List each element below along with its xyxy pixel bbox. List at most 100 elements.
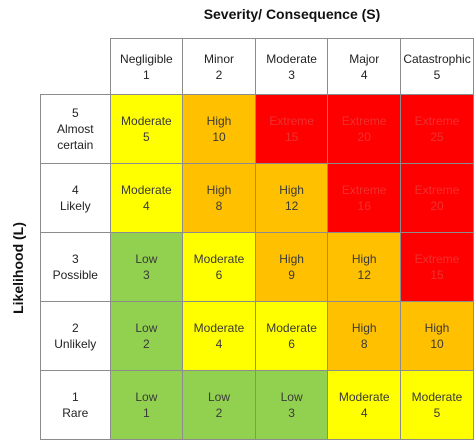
severity-header-3: Moderate 3 [254,38,329,95]
risk-score: 1 [143,406,150,420]
risk-score: 12 [284,199,299,213]
severity-number: 5 [433,67,441,82]
severity-header-1: Negligible 1 [109,38,184,95]
risk-level-label: High [206,183,232,197]
likelihood-name: Unlikely [54,337,97,351]
risk-cell-moderate: Moderate 4 [182,301,256,371]
severity-number: 1 [143,67,150,82]
severity-name: Moderate [266,51,317,66]
likelihood-header-4: 4 Likely [40,163,111,233]
severity-name: Minor [204,51,235,66]
risk-level-label: Moderate [411,390,463,404]
severity-header-4: Major 4 [327,38,402,95]
likelihood-name: Likely [59,199,91,213]
likelihood-row-3: 3 Possible Low 3 Moderate 6 High 9 High 12 Extreme… [40,232,474,302]
likelihood-number: 3 [71,252,79,266]
risk-score: 2 [143,337,150,351]
risk-level-label: Extreme [414,252,460,266]
risk-cell-low: Low 2 [109,301,184,371]
likelihood-row-1: 1 Rare Low 1 Low 2 Low 3 Moderate 4 Moderate 5 [40,370,474,440]
severity-header-5: Catastrophic 5 [400,38,474,95]
risk-matrix: Negligible 1 Minor 2 Moderate 3 Major 4 Catastro… [40,38,474,440]
risk-score: 16 [357,199,371,213]
risk-cell-moderate: Moderate 5 [400,370,474,440]
risk-cell-moderate: Moderate 5 [109,94,184,164]
risk-cell-low: Low 2 [182,370,256,440]
risk-score: 10 [212,130,226,144]
severity-number: 2 [215,67,223,82]
risk-cell-low: Low 3 [109,232,184,302]
corner-cell [41,39,111,95]
risk-level-label: Low [135,252,158,266]
likelihood-header-5: 5 Almost certain [40,94,111,164]
risk-level-label: Extreme [269,114,314,128]
risk-score: 4 [360,406,368,420]
risk-score: 9 [288,268,295,282]
risk-score: 4 [215,337,223,351]
risk-cell-extreme: Extreme 20 [327,94,402,164]
risk-score: 8 [360,337,368,351]
risk-score: 15 [284,130,299,144]
risk-score: 20 [357,130,371,144]
risk-score: 12 [357,268,371,282]
risk-level-label: High [351,321,377,335]
risk-cell-extreme: Extreme 20 [400,163,474,233]
likelihood-axis-label: Likelihood (L) [10,222,26,314]
risk-cell-moderate: Moderate 4 [327,370,402,440]
risk-score: 2 [215,406,223,420]
likelihood-name: Possible [52,268,98,282]
risk-level-label: Low [135,321,158,335]
severity-number: 3 [288,67,295,82]
risk-level-label: Moderate [121,114,172,128]
risk-cell-moderate: Moderate 6 [182,232,256,302]
risk-cell-high: High 10 [182,94,256,164]
risk-cell-moderate: Moderate 6 [254,301,329,371]
risk-cell-high: High 9 [254,232,329,302]
likelihood-name: Almost [56,122,94,136]
risk-cell-extreme: Extreme 15 [400,232,474,302]
risk-cell-low: Low 1 [109,370,184,440]
risk-level-label: Extreme [341,183,387,197]
risk-level-label: High [424,321,450,335]
risk-level-label: Low [280,390,303,404]
likelihood-number: 5 [71,106,79,120]
likelihood-header-3: 3 Possible [40,232,111,302]
severity-number: 4 [360,67,368,82]
risk-level-label: High [351,252,377,266]
risk-level-label: Moderate [121,183,172,197]
risk-level-label: Low [208,390,231,404]
risk-cell-low: Low 3 [254,370,329,440]
risk-score: 25 [430,130,444,144]
likelihood-number: 1 [71,390,79,404]
likelihood-row-4: 4 Likely Moderate 4 High 8 High 12 Extreme 16 Extr… [40,163,474,233]
likelihood-name: Rare [62,406,89,420]
risk-level-label: Moderate [193,252,245,266]
risk-level-label: Extreme [414,114,460,128]
matrix-title: Severity/ Consequence (S) [203,6,381,22]
risk-score: 15 [430,268,444,282]
risk-level-label: Extreme [414,183,460,197]
risk-score: 8 [215,199,223,213]
severity-name: Catastrophic [403,51,471,66]
risk-level-label: Extreme [341,114,387,128]
risk-level-label: High [279,183,304,197]
risk-cell-extreme: Extreme 15 [254,94,329,164]
risk-score: 3 [143,268,150,282]
risk-cell-extreme: Extreme 25 [400,94,474,164]
likelihood-number: 2 [71,321,79,335]
risk-score: 20 [430,199,444,213]
risk-score: 5 [143,130,150,144]
likelihood-header-1: 1 Rare [40,370,111,440]
risk-cell-high: High 8 [327,301,402,371]
likelihood-number: 4 [71,183,79,197]
risk-level-label: Moderate [193,321,245,335]
risk-score: 10 [430,337,444,351]
likelihood-row-5: 5 Almost certain Moderate 5 High 10 Extreme 15 Ex… [40,94,474,164]
likelihood-name: certain [57,138,94,152]
risk-score: 6 [215,268,223,282]
risk-score: 4 [143,199,150,213]
severity-header-2: Minor 2 [182,38,256,95]
risk-level-label: High [206,114,232,128]
risk-level-label: Low [135,390,158,404]
risk-cell-high: High 12 [327,232,402,302]
